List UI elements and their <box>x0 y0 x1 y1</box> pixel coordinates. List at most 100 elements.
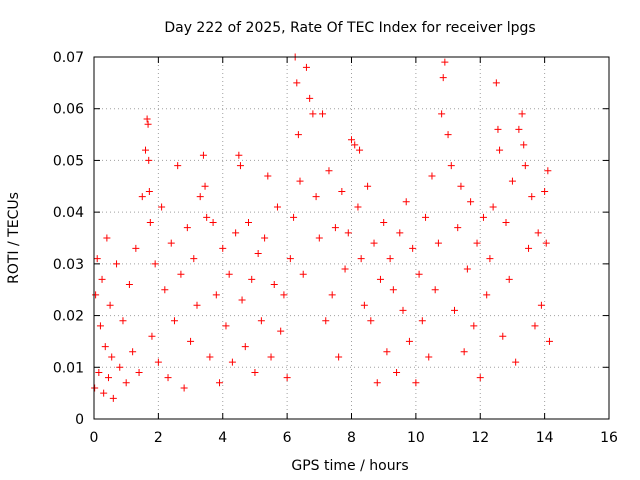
data-point <box>135 368 143 376</box>
data-point <box>338 187 346 195</box>
data-point <box>219 244 227 252</box>
data-point <box>267 353 275 361</box>
data-point <box>531 322 539 330</box>
data-point <box>225 270 233 278</box>
data-point <box>422 213 430 221</box>
data-point <box>370 239 378 247</box>
data-point <box>294 131 302 139</box>
data-point <box>502 218 510 226</box>
data-point <box>91 384 99 392</box>
data-point <box>356 146 364 154</box>
data-point <box>283 374 291 382</box>
data-point <box>280 291 288 299</box>
data-point <box>95 368 103 376</box>
data-point <box>270 281 278 289</box>
data-point <box>441 58 449 66</box>
grid-lines <box>94 57 609 419</box>
data-point <box>154 358 162 366</box>
data-point <box>193 301 201 309</box>
data-point <box>167 239 175 247</box>
data-point <box>494 125 502 133</box>
y-axis-label: ROTI / TECUs <box>6 192 22 284</box>
data-point <box>144 120 152 128</box>
data-point <box>447 162 455 170</box>
data-point <box>106 301 114 309</box>
data-point <box>412 379 420 387</box>
data-point <box>489 203 497 211</box>
data-point <box>434 239 442 247</box>
y-tick-label: 0.05 <box>53 153 84 169</box>
data-point <box>544 167 552 175</box>
data-point <box>322 317 330 325</box>
data-point <box>396 229 404 237</box>
data-point <box>486 255 494 263</box>
data-point <box>444 131 452 139</box>
data-point <box>309 110 317 118</box>
data-point <box>319 110 327 118</box>
data-point <box>203 213 211 221</box>
data-point <box>241 343 249 351</box>
data-point <box>520 141 528 149</box>
data-point <box>119 317 127 325</box>
data-point <box>386 255 394 263</box>
data-point <box>170 317 178 325</box>
data-point <box>348 136 355 144</box>
data-point <box>360 301 368 309</box>
data-point <box>235 151 243 159</box>
data-point <box>148 332 156 340</box>
data-point <box>373 379 381 387</box>
data-point <box>512 358 520 366</box>
data-point <box>451 306 458 314</box>
data-point <box>380 218 388 226</box>
data-point <box>528 193 536 201</box>
data-point <box>199 151 207 159</box>
data-point <box>541 187 549 195</box>
y-tick-labels: 0 0.01 0.02 0.03 0.04 0.05 0.06 0.07 <box>53 50 84 428</box>
data-point <box>315 234 323 242</box>
data-point <box>483 291 491 299</box>
data-point <box>228 358 236 366</box>
data-point <box>409 244 417 252</box>
data-point <box>151 260 159 268</box>
data-point <box>473 239 481 247</box>
data-point <box>534 229 542 237</box>
data-point <box>100 389 108 397</box>
data-point <box>476 374 484 382</box>
data-point <box>251 368 259 376</box>
x-tick-label: 2 <box>154 430 163 446</box>
data-point <box>101 343 109 351</box>
data-point <box>299 270 307 278</box>
data-point <box>180 384 188 392</box>
data-point <box>277 327 285 335</box>
data-point <box>201 182 209 190</box>
data-point <box>113 260 121 268</box>
data-point <box>454 224 462 232</box>
data-point <box>306 94 314 102</box>
data-point <box>354 203 362 211</box>
data-point <box>143 115 151 123</box>
data-point <box>467 198 475 206</box>
data-point <box>161 286 169 294</box>
data-point <box>399 306 407 314</box>
y-tick-label: 0 <box>75 412 84 428</box>
x-tick-label: 4 <box>218 430 227 446</box>
data-point <box>108 353 116 361</box>
data-point <box>92 291 100 299</box>
data-point <box>174 162 182 170</box>
data-point <box>206 353 214 361</box>
data-point <box>499 332 507 340</box>
data-point <box>109 394 117 402</box>
y-tick-label: 0.07 <box>53 50 84 66</box>
data-point <box>245 218 252 226</box>
data-point <box>96 322 104 330</box>
x-tick-label: 0 <box>90 430 99 446</box>
data-point <box>187 337 195 345</box>
data-point <box>425 353 433 361</box>
data-point <box>122 379 130 387</box>
data-point <box>492 79 500 87</box>
data-point <box>344 229 352 237</box>
data-point <box>290 213 298 221</box>
y-tick-label: 0.06 <box>53 102 84 118</box>
data-point <box>415 270 423 278</box>
data-point <box>222 322 230 330</box>
